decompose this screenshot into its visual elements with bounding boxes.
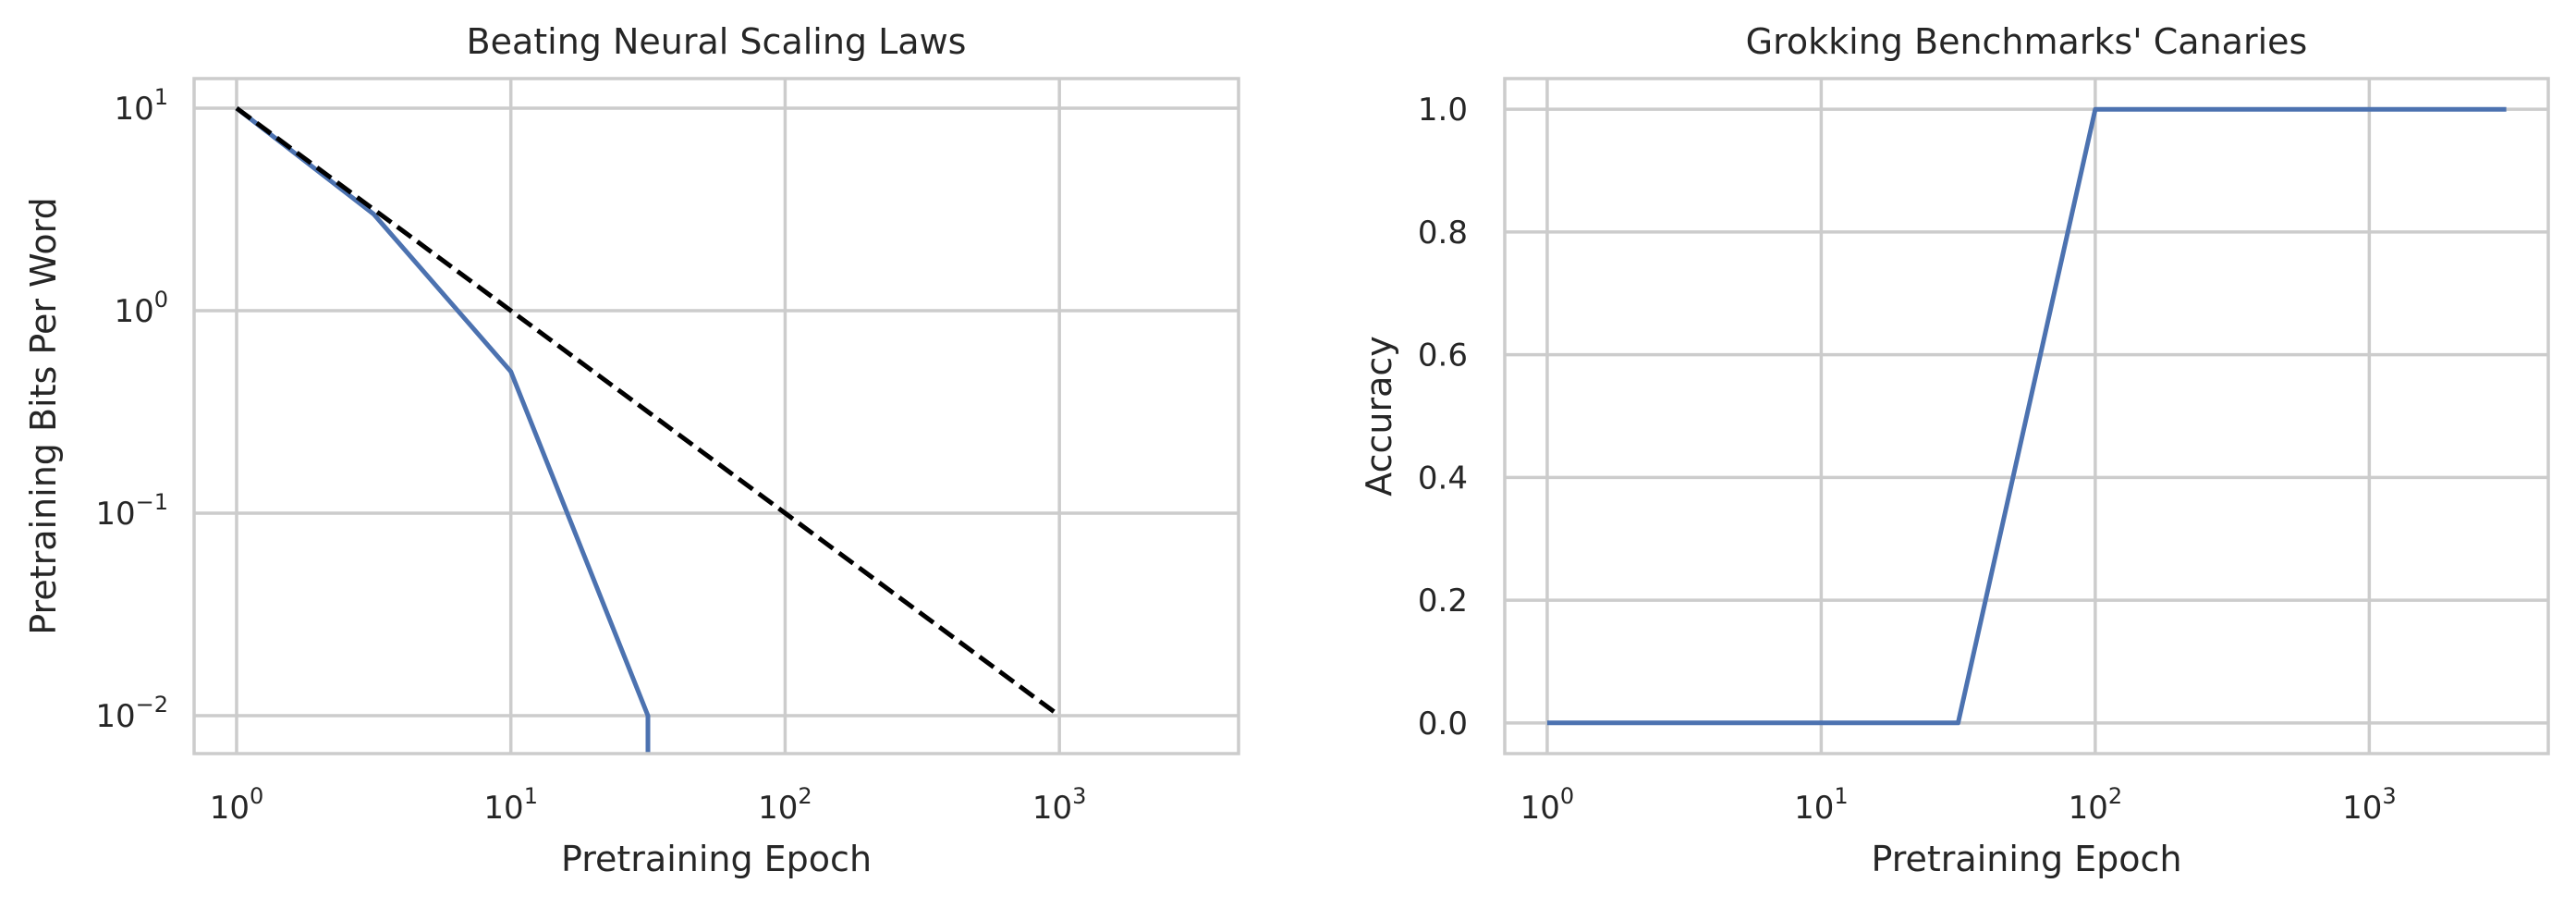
y-tick-label: 0.0 (1418, 706, 1468, 742)
y-tick-label: 10−1 (95, 489, 168, 533)
y-tick-label: 10−2 (95, 692, 168, 735)
y-tick-label: 1.0 (1418, 92, 1468, 129)
y-axis-label: Pretraining Bits Per Word (23, 197, 64, 634)
y-tick-label: 101 (114, 84, 168, 128)
x-tick-label: 101 (483, 783, 538, 827)
x-tick-label: 102 (758, 783, 812, 827)
x-tick-label: 100 (1520, 783, 1575, 827)
y-tick-label: 100 (114, 287, 168, 330)
y-tick-label: 0.4 (1418, 460, 1468, 497)
series-line (1546, 106, 2507, 726)
x-tick-label: 101 (1794, 783, 1849, 827)
gridlines (1505, 79, 2548, 754)
chart-title: Beating Neural Scaling Laws (467, 21, 967, 62)
x-tick-label: 102 (2069, 783, 2123, 827)
chart-1: 100 101 102 103 10−2 10−1 100 101 Beating Neural… (23, 21, 1240, 879)
gridlines (194, 79, 1239, 754)
y-tick-label: 0.6 (1418, 337, 1468, 374)
x-axis-label: Pretraining Epoch (1871, 839, 2181, 879)
y-tick-label: 0.2 (1418, 583, 1468, 620)
y-axis-label: Accuracy (1359, 336, 1399, 497)
x-tick-label: 103 (2342, 783, 2397, 827)
x-axis-label: Pretraining Epoch (561, 839, 872, 879)
x-tick-label: 103 (1032, 783, 1087, 827)
x-tick-label: 100 (210, 783, 264, 827)
plot-frame (192, 77, 1240, 755)
series-line (235, 106, 651, 754)
chart-2: 100 101 102 103 0.0 0.2 0.4 0.6 0.8 1.0 Grokking B… (1359, 21, 2550, 879)
plot-frame (1503, 77, 2550, 755)
y-tick-label: 0.8 (1418, 215, 1468, 252)
dashed-reference-line (235, 105, 1061, 718)
chart-title: Grokking Benchmarks' Canaries (1746, 21, 2308, 62)
